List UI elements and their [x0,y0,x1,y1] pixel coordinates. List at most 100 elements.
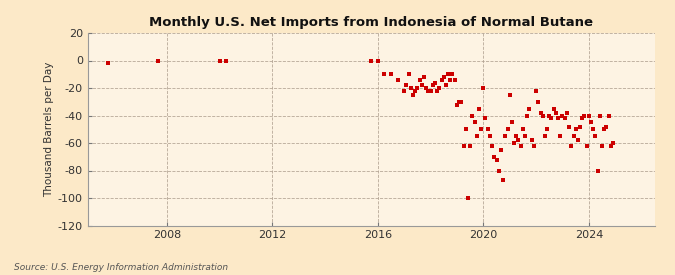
Point [509,141,520,145]
Point [531,89,541,93]
Point [597,144,608,148]
Point [579,113,590,118]
Point [392,78,403,82]
Point [366,58,377,63]
Point [568,134,579,138]
Point [518,127,529,131]
Point [441,83,452,87]
Point [153,58,163,63]
Point [553,116,564,120]
Point [497,178,508,182]
Point [373,58,383,63]
Point [603,113,614,118]
Point [462,196,473,200]
Point [460,127,471,131]
Point [570,127,581,131]
Point [555,134,566,138]
Point [458,144,469,148]
Point [574,124,585,129]
Point [511,134,522,138]
Point [588,127,599,131]
Point [478,86,489,90]
Point [399,89,410,93]
Point [524,106,535,111]
Point [412,86,423,90]
Point [427,83,438,87]
Point [452,102,462,107]
Point [408,93,418,97]
Point [467,113,478,118]
Point [557,113,568,118]
Point [487,144,497,148]
Point [526,138,537,142]
Point [418,75,429,79]
Point [592,168,603,173]
Point [414,78,425,82]
Point [465,144,476,148]
Point [214,58,225,63]
Text: Source: U.S. Energy Information Administration: Source: U.S. Energy Information Administ… [14,263,227,272]
Y-axis label: Thousand Barrels per Day: Thousand Barrels per Day [44,62,53,197]
Point [410,89,421,93]
Point [595,113,605,118]
Point [608,141,618,145]
Point [221,58,232,63]
Point [434,86,445,90]
Point [544,113,555,118]
Point [572,138,583,142]
Point [502,127,513,131]
Point [493,168,504,173]
Point [450,78,460,82]
Point [535,111,546,115]
Point [550,111,561,115]
Point [447,72,458,76]
Point [432,89,443,93]
Point [599,127,610,131]
Point [438,75,449,79]
Point [583,113,594,118]
Point [416,83,427,87]
Point [577,116,588,120]
Point [473,106,484,111]
Point [537,113,548,118]
Point [454,100,464,104]
Point [491,157,502,162]
Point [423,89,434,93]
Point [601,124,612,129]
Point [102,61,113,65]
Point [456,100,467,104]
Point [585,120,596,125]
Point [562,111,572,115]
Point [546,116,557,120]
Point [500,134,510,138]
Point [506,120,517,125]
Point [566,144,576,148]
Point [559,116,570,120]
Point [421,86,431,90]
Point [379,72,390,76]
Point [485,134,495,138]
Point [513,138,524,142]
Point [443,72,454,76]
Point [471,134,482,138]
Point [445,78,456,82]
Point [430,80,441,85]
Point [522,113,533,118]
Point [480,116,491,120]
Point [548,106,559,111]
Point [469,120,480,125]
Point [425,89,436,93]
Point [476,127,487,131]
Point [401,83,412,87]
Point [581,144,592,148]
Point [516,144,526,148]
Point [403,72,414,76]
Point [504,93,515,97]
Point [520,134,531,138]
Point [385,72,396,76]
Point [590,134,601,138]
Point [406,86,416,90]
Point [529,144,539,148]
Point [539,134,550,138]
Point [605,144,616,148]
